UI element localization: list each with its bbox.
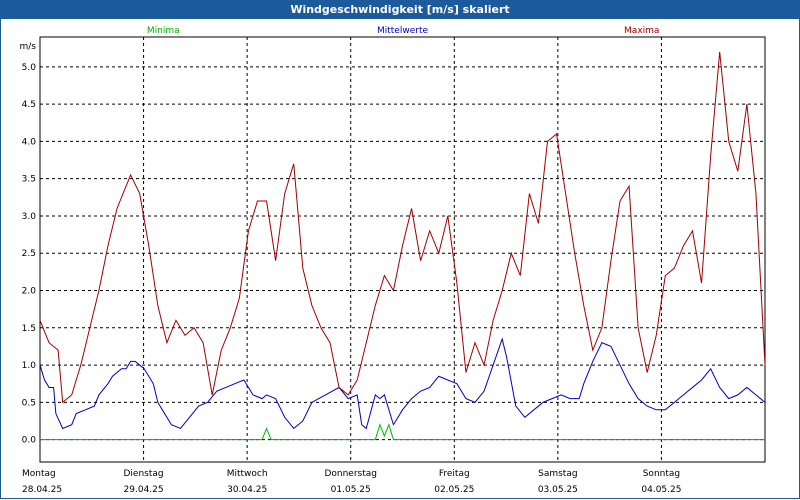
- chart-title: Windgeschwindigkeit [m/s] skaliert: [0, 0, 800, 19]
- x-tick-weekday: Montag: [22, 469, 56, 479]
- y-tick-label: 3.5: [22, 175, 36, 185]
- y-tick-label: 5.0: [22, 63, 37, 73]
- y-tick-label: 1.5: [22, 324, 36, 334]
- y-tick-label: 4.5: [22, 100, 36, 110]
- y-tick-label: 4.0: [22, 137, 37, 147]
- x-tick-date: 29.04.25: [124, 485, 164, 495]
- x-tick-weekday: Freitag: [439, 469, 470, 479]
- plot-area: [39, 36, 766, 463]
- legend-maxima: Maxima: [624, 26, 659, 36]
- x-tick-date: 02.05.25: [434, 485, 474, 495]
- legend-minima: Minima: [147, 26, 180, 36]
- y-tick-label: 2.0: [22, 287, 37, 297]
- y-tick-label: 0.5: [22, 398, 36, 408]
- y-axis-label: m/s: [20, 42, 37, 52]
- y-tick-label: 1.0: [22, 361, 37, 371]
- y-tick-label: 0.0: [22, 436, 37, 446]
- series-line-mittelwerte: [39, 337, 766, 430]
- x-tick-weekday: Sonntag: [643, 469, 680, 479]
- x-tick-weekday: Dienstag: [124, 469, 164, 479]
- x-tick-date: 28.04.25: [22, 485, 62, 495]
- x-tick-date: 04.05.25: [641, 485, 681, 495]
- series-line-maxima: [39, 51, 766, 404]
- x-tick-date: 01.05.25: [331, 485, 371, 495]
- y-tick-label: 2.5: [22, 249, 36, 259]
- x-tick-date: 30.04.25: [227, 485, 267, 495]
- y-tick-label: 3.0: [22, 212, 37, 222]
- x-tick-weekday: Mittwoch: [227, 469, 268, 479]
- series-line-minima: [40, 423, 765, 441]
- x-tick-date: 03.05.25: [538, 485, 578, 495]
- x-tick-weekday: Samstag: [538, 469, 577, 479]
- legend-mittelwerte: Mittelwerte: [377, 26, 428, 36]
- x-tick-weekday: Donnerstag: [324, 469, 377, 479]
